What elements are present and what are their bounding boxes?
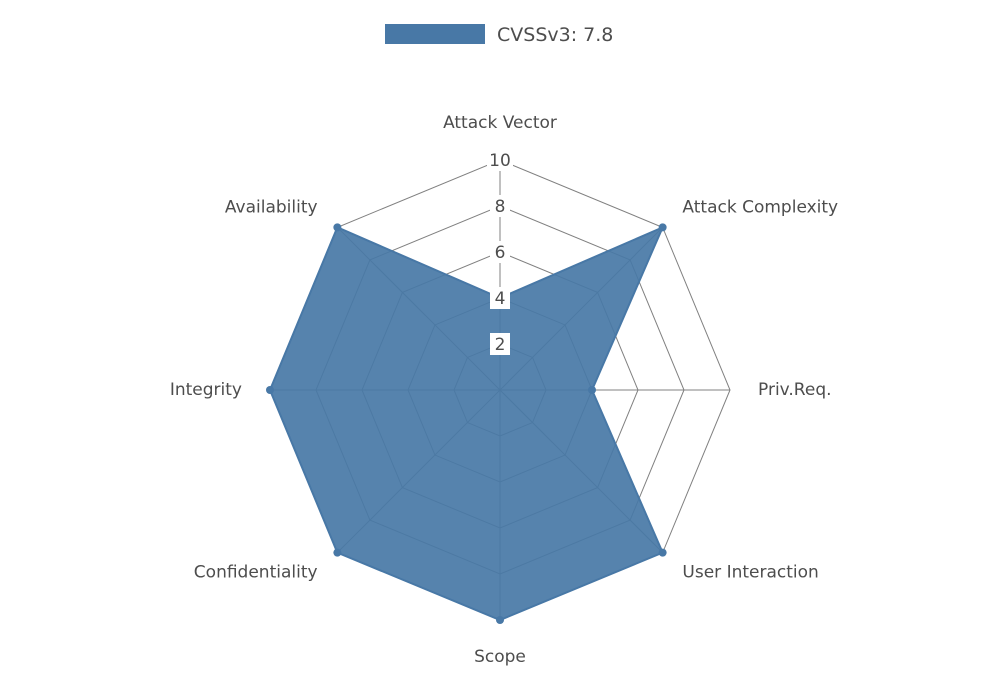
radar-tick-label: 2: [495, 335, 506, 355]
radar-series-point: [659, 223, 667, 231]
radar-axis-label: Availability: [225, 198, 318, 218]
radar-axis-label: Confidentiality: [194, 562, 318, 582]
radar-series-point: [266, 386, 274, 394]
radar-axis-label: Integrity: [170, 380, 242, 400]
radar-series-point: [333, 549, 341, 557]
radar-series-point: [659, 549, 667, 557]
radar-axis-label: Scope: [474, 647, 526, 667]
radar-axis-label: Attack Vector: [443, 113, 557, 133]
radar-series-point: [333, 223, 341, 231]
radar-tick-label: 8: [495, 197, 506, 217]
radar-chart-container: Attack Vector Attack Complexity Priv.Req. U…: [0, 0, 1000, 700]
radar-chart-svg: Attack Vector Attack Complexity Priv.Req. U…: [0, 0, 1000, 700]
legend-label: CVSSv3: 7.8: [497, 24, 613, 46]
radar-series-point: [588, 386, 596, 394]
radar-tick-label: 6: [495, 243, 506, 263]
radar-series-point: [496, 616, 504, 624]
radar-axis-label: User Interaction: [682, 562, 818, 582]
radar-tick-label: 10: [489, 151, 511, 171]
radar-axis-label: Priv.Req.: [758, 380, 832, 400]
radar-tick-label: 4: [495, 289, 506, 309]
legend-swatch: [385, 24, 485, 44]
radar-axis-label: Attack Complexity: [682, 198, 838, 218]
